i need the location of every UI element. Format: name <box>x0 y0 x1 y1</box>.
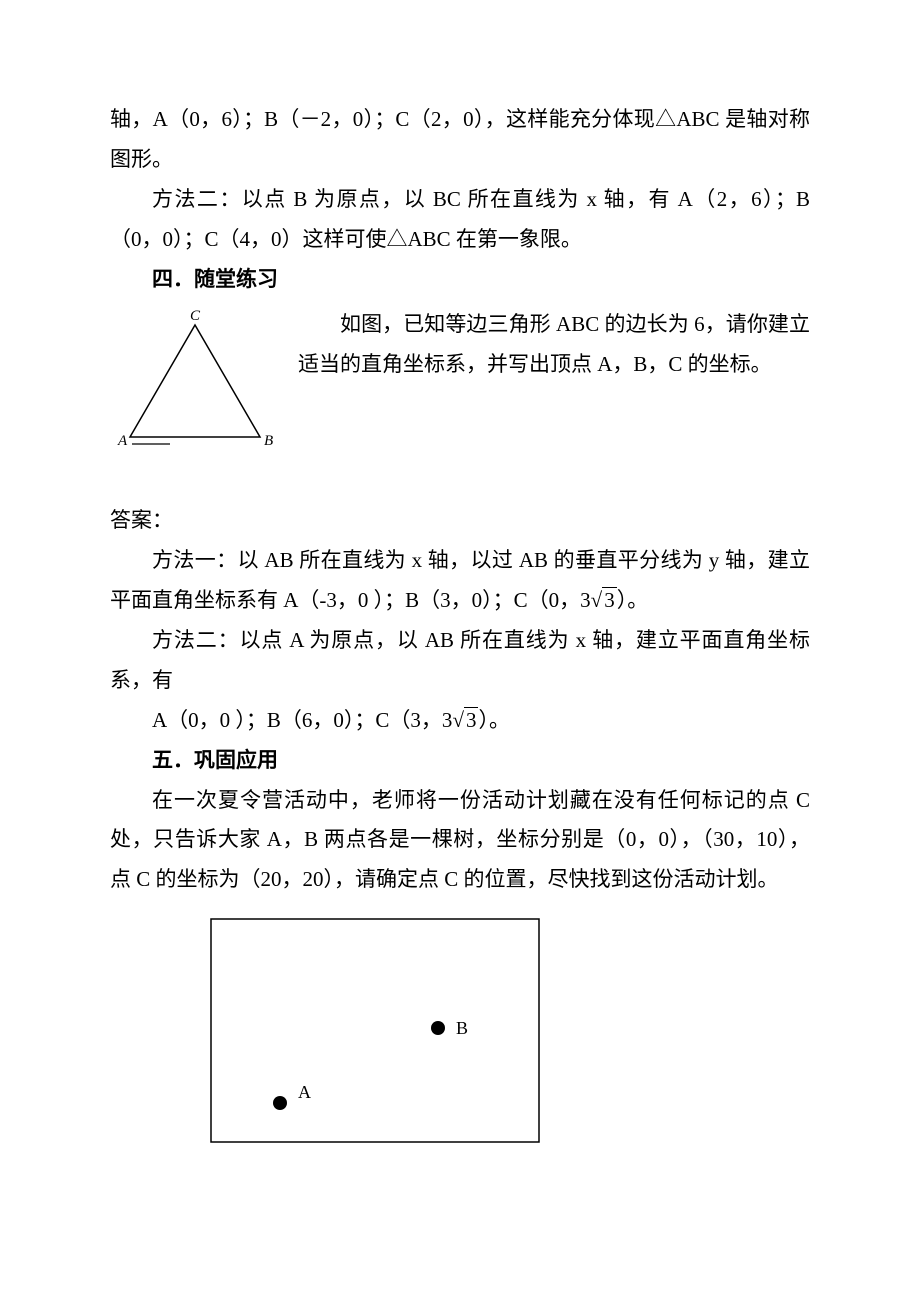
paragraph-continuation: 轴，A（0，6）；B（－2，0）；C（2，0），这样能充分体现△ABC 是轴对称… <box>110 100 810 180</box>
triangle-svg: A B C <box>110 307 280 457</box>
point-b-label: B <box>456 1018 468 1038</box>
answer-method1-text-a: 方法一：以 AB 所在直线为 x 轴，以过 AB 的垂直平分线为 y 轴，建立平… <box>110 548 810 612</box>
answer-method2-text-a: A（0，0 ）；B（6，0）；C（3，3 <box>152 708 452 732</box>
heading-section-5: 五．巩固应用 <box>110 741 810 781</box>
paragraph-method2: 方法二：以点 B 为原点，以 BC 所在直线为 x 轴，有 A（2，6）；B（0… <box>110 180 810 260</box>
answer-method2-line2: A（0，0 ）；B（6，0）；C（3，3√3）。 <box>110 701 810 741</box>
heading-section-4: 四．随堂练习 <box>110 260 810 300</box>
rect-figure-svg: A B <box>210 918 540 1143</box>
triangle-figure: A B C <box>110 307 280 471</box>
answer-method2-line1: 方法二：以点 A 为原点，以 AB 所在直线为 x 轴，建立平面直角坐标系，有 <box>110 621 810 701</box>
document-page: 轴，A（0，6）；B（－2，0）；C（2，0），这样能充分体现△ABC 是轴对称… <box>0 0 920 1217</box>
radicand: 3 <box>464 707 479 732</box>
point-a-dot <box>273 1096 287 1110</box>
answer-method1: 方法一：以 AB 所在直线为 x 轴，以过 AB 的垂直平分线为 y 轴，建立平… <box>110 541 810 621</box>
rect-figure-container: A B <box>110 918 810 1157</box>
triangle-shape <box>130 325 260 437</box>
point-b-dot <box>431 1021 445 1035</box>
exercise-block: A B C 如图，已知等边三角形 ABC 的边长为 6，请你建立适当的直角坐标系… <box>110 299 810 479</box>
answer-method2-text-b: ）。 <box>478 708 510 732</box>
rect-border <box>211 919 539 1142</box>
sqrt-3-a: √3 <box>591 587 617 612</box>
sqrt-3-b: √3 <box>452 707 478 732</box>
point-a-label: A <box>298 1082 311 1102</box>
triangle-label-c: C <box>190 308 201 324</box>
answer-label: 答案： <box>110 501 810 541</box>
radicand: 3 <box>602 587 617 612</box>
triangle-label-a: A <box>117 433 128 449</box>
radical-sign: √ <box>452 708 464 732</box>
radical-sign: √ <box>591 588 603 612</box>
triangle-label-b: B <box>264 433 273 449</box>
application-problem-text: 在一次夏令营活动中，老师将一份活动计划藏在没有任何标记的点 C 处，只告诉大家 … <box>110 781 810 901</box>
answer-method1-text-b: ）。 <box>617 588 649 612</box>
